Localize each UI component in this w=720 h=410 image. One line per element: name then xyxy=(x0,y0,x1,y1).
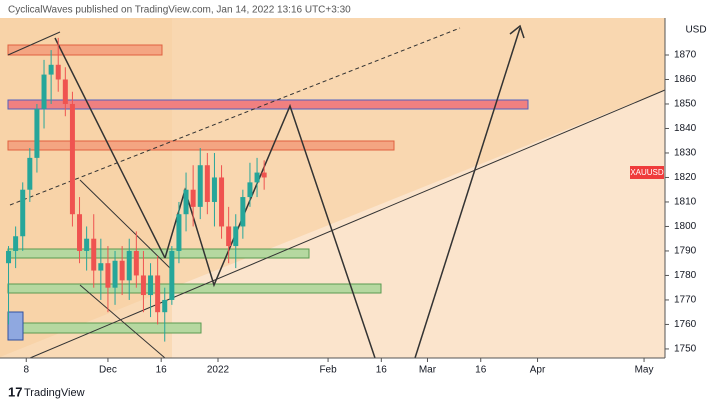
candle-body xyxy=(240,197,246,227)
candle-body xyxy=(162,299,168,313)
zone xyxy=(7,44,163,56)
x-tick-label: May xyxy=(635,365,654,376)
x-tick-label: 16 xyxy=(376,365,388,376)
candle-body xyxy=(148,275,154,296)
y-tick-label: 1760 xyxy=(674,319,697,330)
candle-body xyxy=(84,238,90,251)
candle-body xyxy=(233,226,239,247)
candle-body xyxy=(197,165,203,207)
trend-line xyxy=(9,27,461,206)
wave-line xyxy=(54,37,166,259)
wedge-line xyxy=(79,284,166,359)
x-tick-label: Feb xyxy=(319,365,337,376)
candle-body xyxy=(48,64,54,75)
currency-label: USD xyxy=(685,25,706,36)
candle-body xyxy=(105,263,111,288)
zone xyxy=(7,140,395,151)
y-tick-label: 1850 xyxy=(674,99,697,110)
x-tick-label: 16 xyxy=(475,365,487,376)
wedge-line xyxy=(79,179,173,271)
logo: 17 xyxy=(8,384,22,399)
price-axis xyxy=(665,18,720,358)
candle-body xyxy=(41,74,47,109)
footer: TradingView xyxy=(24,387,85,399)
symbol-label: XAUUSD xyxy=(630,168,664,177)
trend-line xyxy=(7,31,61,56)
candle-body xyxy=(119,260,125,281)
candle-body xyxy=(169,250,175,300)
candle-body xyxy=(69,103,75,215)
candle-body xyxy=(112,260,118,288)
y-tick-label: 1780 xyxy=(674,270,697,281)
y-tick-label: 1790 xyxy=(674,246,697,257)
candle-body xyxy=(183,189,189,215)
zone xyxy=(7,99,529,110)
candle-body xyxy=(247,182,253,198)
candle-body xyxy=(98,263,104,271)
x-tick-label: 2022 xyxy=(207,365,230,376)
y-tick-label: 1840 xyxy=(674,123,697,134)
candle-body xyxy=(20,189,26,237)
trend-line xyxy=(29,89,666,359)
x-tick-label: Dec xyxy=(99,365,117,376)
y-tick-label: 1770 xyxy=(674,295,697,306)
wave-line xyxy=(164,103,376,359)
candle-body xyxy=(254,172,260,183)
x-tick-label: Mar xyxy=(419,365,437,376)
candle-body xyxy=(6,250,12,264)
candle-body xyxy=(77,214,83,251)
x-tick-label: 16 xyxy=(156,365,168,376)
candle-body xyxy=(176,214,182,251)
candle-body xyxy=(261,172,267,178)
zone xyxy=(7,322,202,334)
candle-body xyxy=(126,250,132,281)
candle-body xyxy=(219,177,225,227)
y-tick-label: 1860 xyxy=(674,74,697,85)
candle-body xyxy=(133,250,139,276)
candle-body xyxy=(155,275,161,313)
y-tick-label: 1800 xyxy=(674,221,697,232)
candle-body xyxy=(34,108,40,158)
y-tick-label: 1750 xyxy=(674,344,697,355)
candle-body xyxy=(91,238,97,271)
candle-body xyxy=(13,236,19,251)
arrow-head xyxy=(509,24,525,39)
candle-body xyxy=(226,226,232,247)
zone xyxy=(7,311,24,341)
x-tick-label: 8 xyxy=(23,365,29,376)
candle-body xyxy=(27,157,33,190)
y-tick-label: 1820 xyxy=(674,172,697,183)
y-tick-label: 1830 xyxy=(674,148,697,159)
candle-body xyxy=(62,79,68,104)
y-tick-label: 1810 xyxy=(674,197,697,208)
candle-body xyxy=(190,189,196,207)
header: CyclicalWaves published on TradingView.c… xyxy=(8,5,351,16)
x-tick-label: Apr xyxy=(530,365,546,376)
symbol-tag xyxy=(630,166,664,179)
highlight-zone xyxy=(0,18,172,358)
candle-body xyxy=(211,177,217,202)
y-tick-label: 1870 xyxy=(674,50,697,61)
wave-line xyxy=(414,27,521,359)
candle-body xyxy=(204,165,210,202)
candle-body xyxy=(55,64,61,80)
candle-body xyxy=(140,275,146,296)
